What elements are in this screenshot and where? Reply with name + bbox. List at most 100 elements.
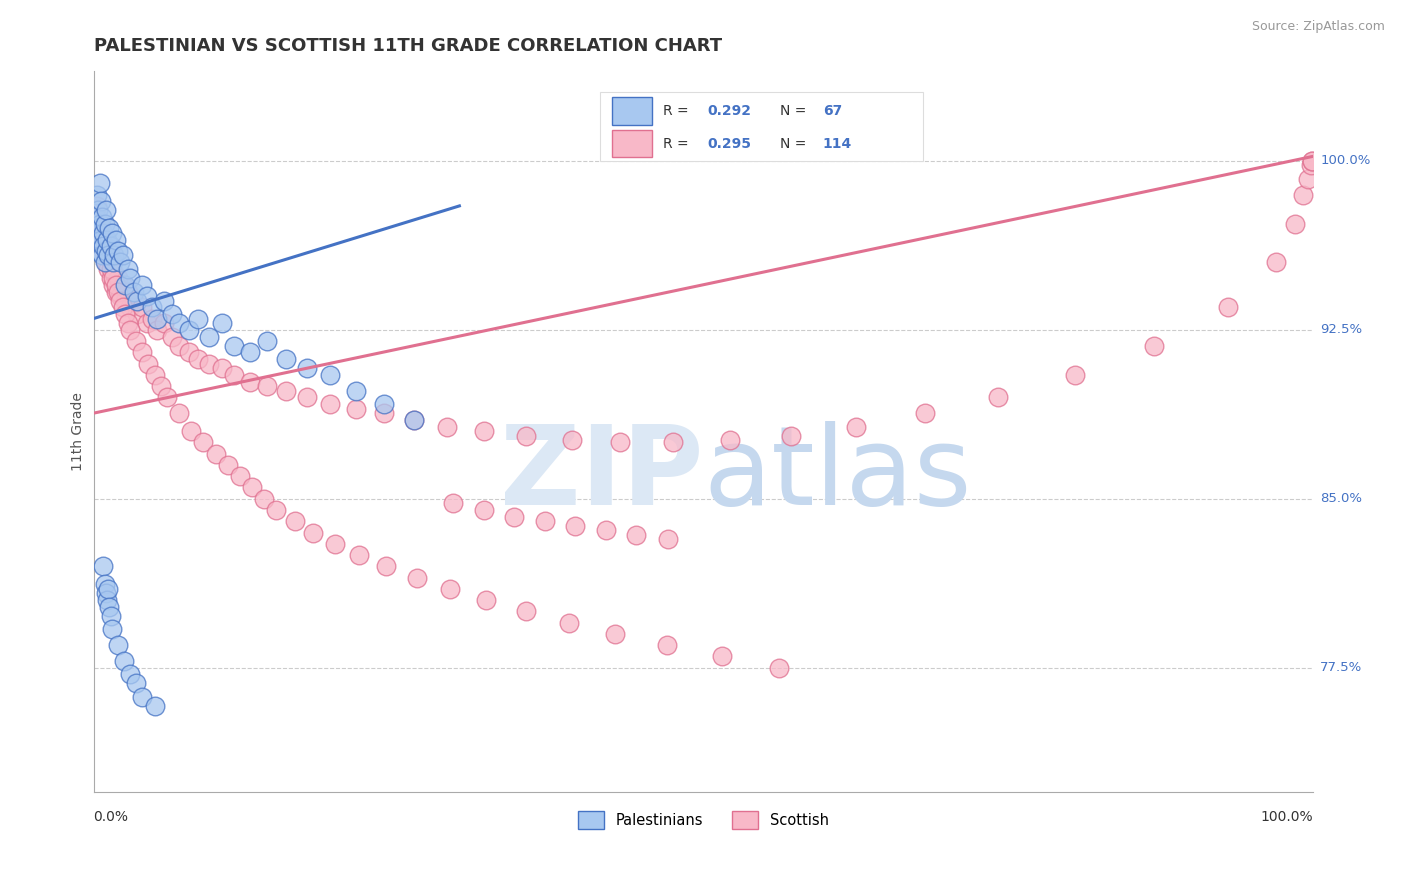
Text: 0.0%: 0.0% bbox=[94, 810, 128, 823]
Point bbox=[240, 481, 263, 495]
Point bbox=[110, 289, 132, 303]
Point bbox=[136, 316, 159, 330]
Point bbox=[117, 285, 139, 299]
Point bbox=[141, 300, 163, 314]
Point bbox=[595, 524, 617, 538]
Point bbox=[439, 582, 461, 596]
Point bbox=[110, 255, 132, 269]
Point bbox=[1292, 187, 1315, 202]
Point bbox=[107, 244, 129, 258]
Text: 77.5%: 77.5% bbox=[1320, 661, 1362, 674]
Point bbox=[100, 262, 122, 277]
Point bbox=[780, 428, 803, 442]
Point bbox=[239, 375, 262, 389]
Point bbox=[120, 323, 142, 337]
Point bbox=[405, 571, 427, 585]
Point bbox=[107, 285, 129, 299]
Text: 85.0%: 85.0% bbox=[1320, 492, 1362, 505]
Point bbox=[110, 293, 132, 308]
Point bbox=[515, 428, 537, 442]
Point bbox=[104, 233, 127, 247]
Text: 100.0%: 100.0% bbox=[1260, 810, 1313, 823]
Point bbox=[404, 413, 426, 427]
Text: PALESTINIAN VS SCOTTISH 11TH GRADE CORRELATION CHART: PALESTINIAN VS SCOTTISH 11TH GRADE CORRE… bbox=[94, 37, 721, 55]
Text: 92.5%: 92.5% bbox=[1320, 323, 1362, 336]
Point bbox=[101, 271, 124, 285]
Point bbox=[111, 300, 134, 314]
Point bbox=[103, 267, 125, 281]
Point bbox=[91, 248, 114, 262]
Point bbox=[114, 293, 136, 308]
Point bbox=[131, 690, 153, 704]
Point bbox=[93, 255, 115, 269]
Point bbox=[515, 604, 537, 618]
Point bbox=[98, 599, 121, 614]
Text: 100.0%: 100.0% bbox=[1320, 154, 1371, 168]
Point bbox=[120, 300, 142, 314]
Point bbox=[89, 217, 111, 231]
Point bbox=[153, 293, 176, 308]
Point bbox=[211, 316, 233, 330]
Point bbox=[319, 368, 342, 382]
Point bbox=[131, 345, 153, 359]
Point bbox=[117, 262, 139, 277]
Point bbox=[94, 244, 117, 258]
Text: 67: 67 bbox=[823, 103, 842, 118]
Point bbox=[284, 514, 307, 528]
Point bbox=[914, 406, 936, 420]
Point bbox=[114, 277, 136, 292]
Point bbox=[1284, 217, 1306, 231]
Point bbox=[1301, 153, 1323, 168]
Point bbox=[101, 226, 124, 240]
Point bbox=[87, 203, 110, 218]
Point bbox=[177, 345, 200, 359]
Point bbox=[111, 277, 134, 292]
Point bbox=[86, 226, 108, 240]
Point bbox=[503, 509, 526, 524]
Point bbox=[655, 638, 678, 652]
Point bbox=[122, 285, 145, 299]
Point bbox=[97, 248, 120, 262]
Point bbox=[149, 379, 172, 393]
Point bbox=[93, 217, 115, 231]
Point bbox=[180, 424, 202, 438]
Point bbox=[89, 217, 111, 231]
Point bbox=[295, 391, 318, 405]
Point bbox=[1301, 153, 1323, 168]
Point bbox=[141, 311, 163, 326]
Point bbox=[96, 248, 118, 262]
Point bbox=[98, 221, 121, 235]
Point bbox=[91, 239, 114, 253]
Point bbox=[101, 277, 124, 292]
Point bbox=[256, 334, 278, 348]
Point bbox=[111, 248, 134, 262]
Point bbox=[127, 293, 149, 308]
Point bbox=[256, 379, 278, 393]
Text: R =: R = bbox=[664, 103, 693, 118]
Point bbox=[117, 316, 139, 330]
Point bbox=[160, 307, 183, 321]
Point bbox=[404, 413, 426, 427]
Point bbox=[472, 503, 495, 517]
Point bbox=[97, 262, 120, 277]
Point bbox=[90, 194, 112, 209]
Point bbox=[295, 361, 318, 376]
Point bbox=[84, 210, 107, 224]
Point bbox=[222, 368, 245, 382]
Point bbox=[198, 357, 221, 371]
Point bbox=[87, 244, 110, 258]
Point bbox=[710, 649, 733, 664]
Point bbox=[187, 352, 209, 367]
Point bbox=[609, 435, 631, 450]
Point bbox=[125, 334, 148, 348]
Point bbox=[143, 698, 166, 713]
Point bbox=[90, 233, 112, 247]
Point bbox=[302, 525, 325, 540]
Point bbox=[94, 255, 117, 269]
Point bbox=[533, 514, 555, 528]
Point bbox=[107, 271, 129, 285]
Point bbox=[319, 397, 342, 411]
Point bbox=[86, 199, 108, 213]
Point bbox=[91, 244, 114, 258]
Point bbox=[768, 661, 790, 675]
